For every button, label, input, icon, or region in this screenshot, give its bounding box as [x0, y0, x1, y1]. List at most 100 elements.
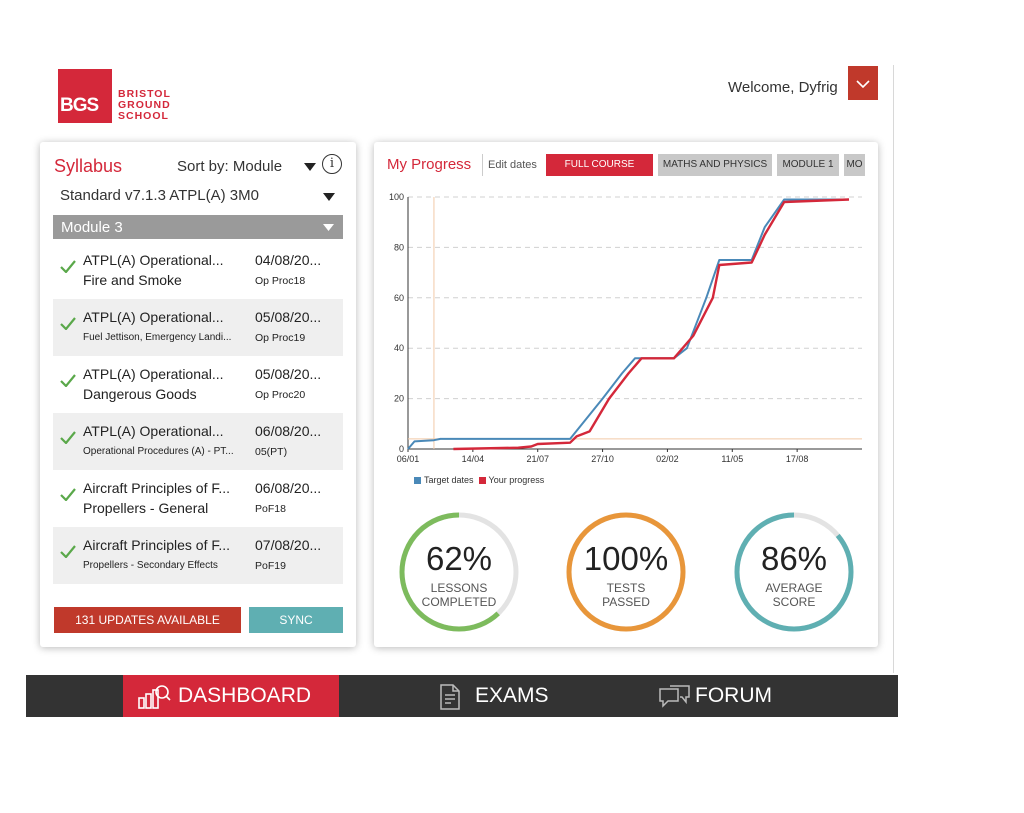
- standard-select[interactable]: Standard v7.1.3 ATPL(A) 3M0: [60, 187, 259, 204]
- sync-button[interactable]: SYNC: [249, 607, 343, 633]
- gauge-value: 62%: [425, 540, 493, 577]
- x-tick-label: 14/04: [462, 454, 485, 464]
- exams-document-icon: [440, 684, 460, 710]
- caret-down-icon[interactable]: [304, 163, 316, 171]
- nav-label: EXAMS: [475, 684, 549, 707]
- lesson-subtitle: Dangerous Goods: [83, 386, 197, 402]
- lesson-code: Op Proc18: [255, 275, 306, 287]
- legend-label-target: Target dates: [424, 475, 474, 485]
- divider: [482, 154, 483, 176]
- check-icon: [60, 488, 76, 501]
- tab-full-course[interactable]: FULL COURSE: [546, 154, 653, 176]
- lesson-date: 05/08/20...: [255, 309, 322, 325]
- lesson-code: Op Proc19: [255, 332, 306, 344]
- y-tick-label: 40: [394, 343, 404, 353]
- nav-forum[interactable]: FORUM: [658, 675, 818, 717]
- syllabus-panel: Syllabus Sort by: Module i Standard v7.1…: [40, 142, 356, 647]
- progress-panel: My Progress Edit dates FULL COURSE MATHS…: [374, 142, 878, 647]
- gauge-value: 86%: [760, 540, 828, 577]
- edit-dates-link[interactable]: Edit dates: [488, 159, 537, 171]
- lesson-subtitle: Propellers - Secondary Effects: [83, 560, 218, 571]
- chevron-down-icon: [856, 80, 870, 88]
- x-tick-label: 11/05: [721, 454, 743, 464]
- user-menu-button[interactable]: [848, 66, 878, 100]
- tab-module-overflow[interactable]: MO: [844, 154, 865, 176]
- lesson-date: 06/08/20...: [255, 480, 322, 496]
- gauge-fill: [734, 512, 854, 632]
- frame-edge: [893, 65, 894, 673]
- y-tick-label: 20: [394, 394, 404, 404]
- chart-legend: Target dates Your progress: [414, 475, 544, 485]
- nav-dashboard[interactable]: DASHBOARD: [123, 675, 339, 717]
- lesson-code: PoF18: [255, 503, 286, 515]
- lesson-title: Aircraft Principles of F...: [83, 480, 231, 496]
- lesson-title: ATPL(A) Operational...: [83, 366, 224, 382]
- caret-down-icon: [323, 224, 334, 231]
- gauge-ring: [399, 512, 519, 632]
- updates-available-button[interactable]: 131 UPDATES AVAILABLE: [54, 607, 241, 633]
- lesson-row[interactable]: Aircraft Principles of F... Propellers - …: [53, 527, 343, 584]
- syllabus-title: Syllabus: [54, 156, 123, 176]
- logo-wordmark: BRISTOL GROUND SCHOOL: [118, 88, 171, 122]
- gauge-label: LESSONS COMPLETED: [421, 581, 497, 609]
- lesson-date: 06/08/20...: [255, 423, 322, 439]
- tab-maths-and-physics[interactable]: MATHS AND PHYSICS: [658, 154, 772, 176]
- y-tick-label: 80: [394, 242, 404, 252]
- gauge-ring: [734, 512, 854, 632]
- check-icon: [60, 374, 76, 387]
- lesson-date: 05/08/20...: [255, 366, 322, 382]
- check-icon: [60, 545, 76, 558]
- nav-label: FORUM: [695, 684, 772, 707]
- welcome-text: Welcome, Dyfrig: [728, 79, 838, 96]
- gauge-label: TESTS PASSED: [602, 581, 650, 609]
- nav-exams[interactable]: EXAMS: [438, 675, 588, 717]
- progress-chart: 0 20 40 60 80 100 06/01 14/04 21/07 27/10 02/02 11/…: [389, 192, 862, 464]
- average-score-gauge: 86% AVERAGE SCORE: [732, 510, 856, 634]
- lesson-date: 04/08/20...: [255, 252, 322, 268]
- lesson-row[interactable]: ATPL(A) Operational... Dangerous Goods 05/…: [53, 356, 343, 413]
- nav-label: DASHBOARD: [178, 684, 312, 707]
- module-label: Module 3: [61, 219, 123, 236]
- check-icon: [60, 260, 76, 273]
- lessons-completed-gauge: 62% LESSONS COMPLETED: [397, 510, 521, 634]
- x-tick-label: 02/02: [656, 454, 679, 464]
- lesson-title: ATPL(A) Operational...: [83, 423, 224, 439]
- logo-mark: [58, 69, 112, 123]
- x-tick-label: 06/01: [397, 454, 420, 464]
- lesson-code: Op Proc20: [255, 389, 306, 401]
- legend-swatch-progress: [478, 477, 486, 485]
- lesson-row[interactable]: ATPL(A) Operational... Fire and Smoke 04/0…: [53, 242, 343, 299]
- tests-passed-gauge: 100% TESTS PASSED: [564, 510, 688, 634]
- x-tick-label: 27/10: [591, 454, 614, 464]
- lesson-subtitle: Fuel Jettison, Emergency Landi...: [83, 332, 232, 343]
- legend-swatch-target: [414, 477, 421, 485]
- lesson-subtitle: Fire and Smoke: [83, 272, 182, 288]
- dashboard-icon: [138, 685, 171, 709]
- module-select[interactable]: Module 3: [53, 215, 343, 239]
- y-tick-label: 100: [389, 192, 404, 202]
- lesson-row[interactable]: ATPL(A) Operational... Fuel Jettison, Eme…: [53, 299, 343, 356]
- gauge-fill: [566, 512, 686, 632]
- gauge-value: 100%: [583, 540, 669, 577]
- bottom-nav: DASHBOARD EXAMS FORUM: [26, 675, 898, 717]
- x-tick-label: 17/08: [786, 454, 809, 464]
- bgs-logo[interactable]: BGS BRISTOL GROUND SCHOOL: [58, 69, 182, 123]
- caret-down-icon[interactable]: [323, 193, 335, 201]
- gauge-fill: [399, 512, 519, 632]
- target-dates-line: [407, 198, 849, 450]
- forum-chat-icon: [659, 685, 690, 708]
- check-icon: [60, 431, 76, 444]
- lesson-subtitle: Operational Procedures (A) - PT...: [83, 446, 234, 457]
- tab-module-1[interactable]: MODULE 1: [777, 154, 839, 176]
- lesson-list: ATPL(A) Operational... Fire and Smoke 04/0…: [53, 242, 343, 584]
- lesson-row[interactable]: ATPL(A) Operational... Operational Proced…: [53, 413, 343, 470]
- lesson-subtitle: Propellers - General: [83, 500, 209, 516]
- y-tick-label: 0: [399, 444, 404, 454]
- sort-dropdown[interactable]: Sort by: Module: [177, 158, 283, 175]
- lesson-row[interactable]: Aircraft Principles of F... Propellers - …: [53, 470, 343, 527]
- info-icon[interactable]: i: [322, 154, 342, 174]
- lesson-code: PoF19: [255, 560, 286, 572]
- progress-title: My Progress: [387, 156, 472, 173]
- logo-abbr: BGS: [60, 95, 99, 116]
- lesson-date: 07/08/20...: [255, 537, 322, 553]
